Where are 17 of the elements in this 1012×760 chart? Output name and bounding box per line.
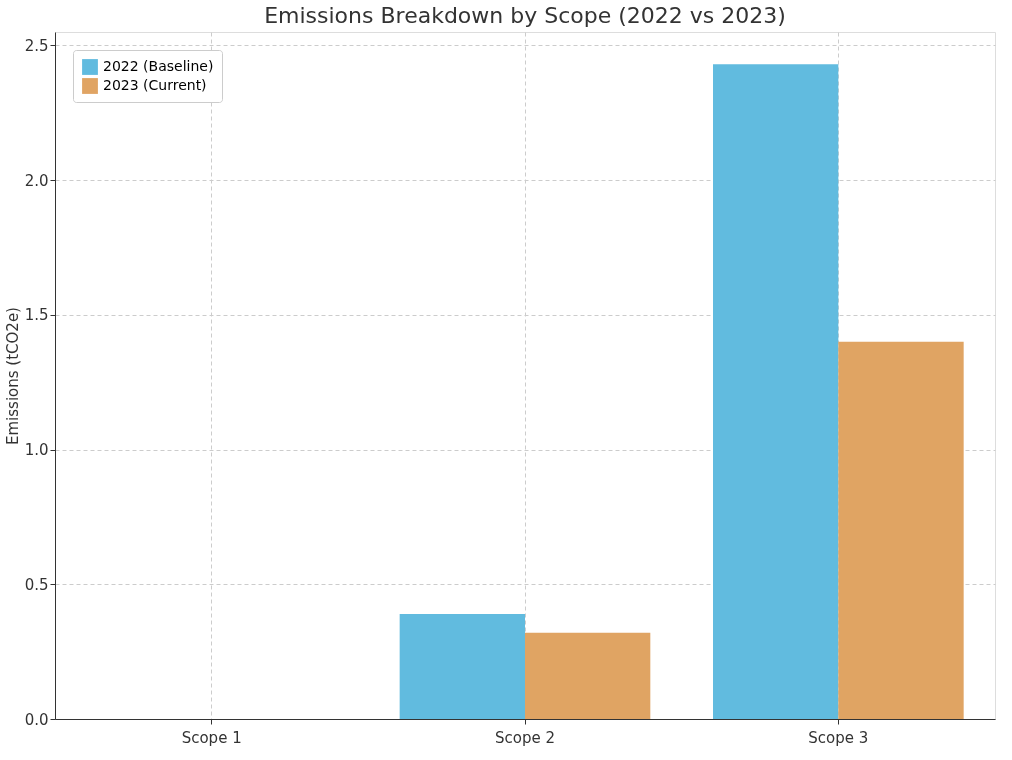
chart-title: Emissions Breakdown by Scope (2022 vs 2023) bbox=[264, 3, 786, 28]
y-tick-label: 0.0 bbox=[24, 710, 49, 729]
bar bbox=[525, 632, 651, 719]
legend-label: 2022 (Baseline) bbox=[103, 58, 214, 74]
bar bbox=[838, 341, 964, 719]
bar bbox=[713, 64, 839, 719]
y-tick-label: 1.5 bbox=[24, 306, 49, 325]
y-tick-label: 1.0 bbox=[24, 441, 49, 460]
y-tick-label: 2.5 bbox=[24, 36, 49, 55]
y-tick-label: 0.5 bbox=[24, 575, 49, 594]
y-axis-title: Emissions (tCO2e) bbox=[3, 307, 22, 445]
x-tick-label: Scope 1 bbox=[181, 728, 242, 747]
y-tick-label: 2.0 bbox=[24, 171, 49, 190]
x-tick-label: Scope 2 bbox=[494, 728, 556, 747]
x-tick-label: Scope 3 bbox=[808, 728, 869, 747]
legend-label: 2023 (Current) bbox=[103, 77, 207, 93]
bar bbox=[399, 613, 525, 719]
